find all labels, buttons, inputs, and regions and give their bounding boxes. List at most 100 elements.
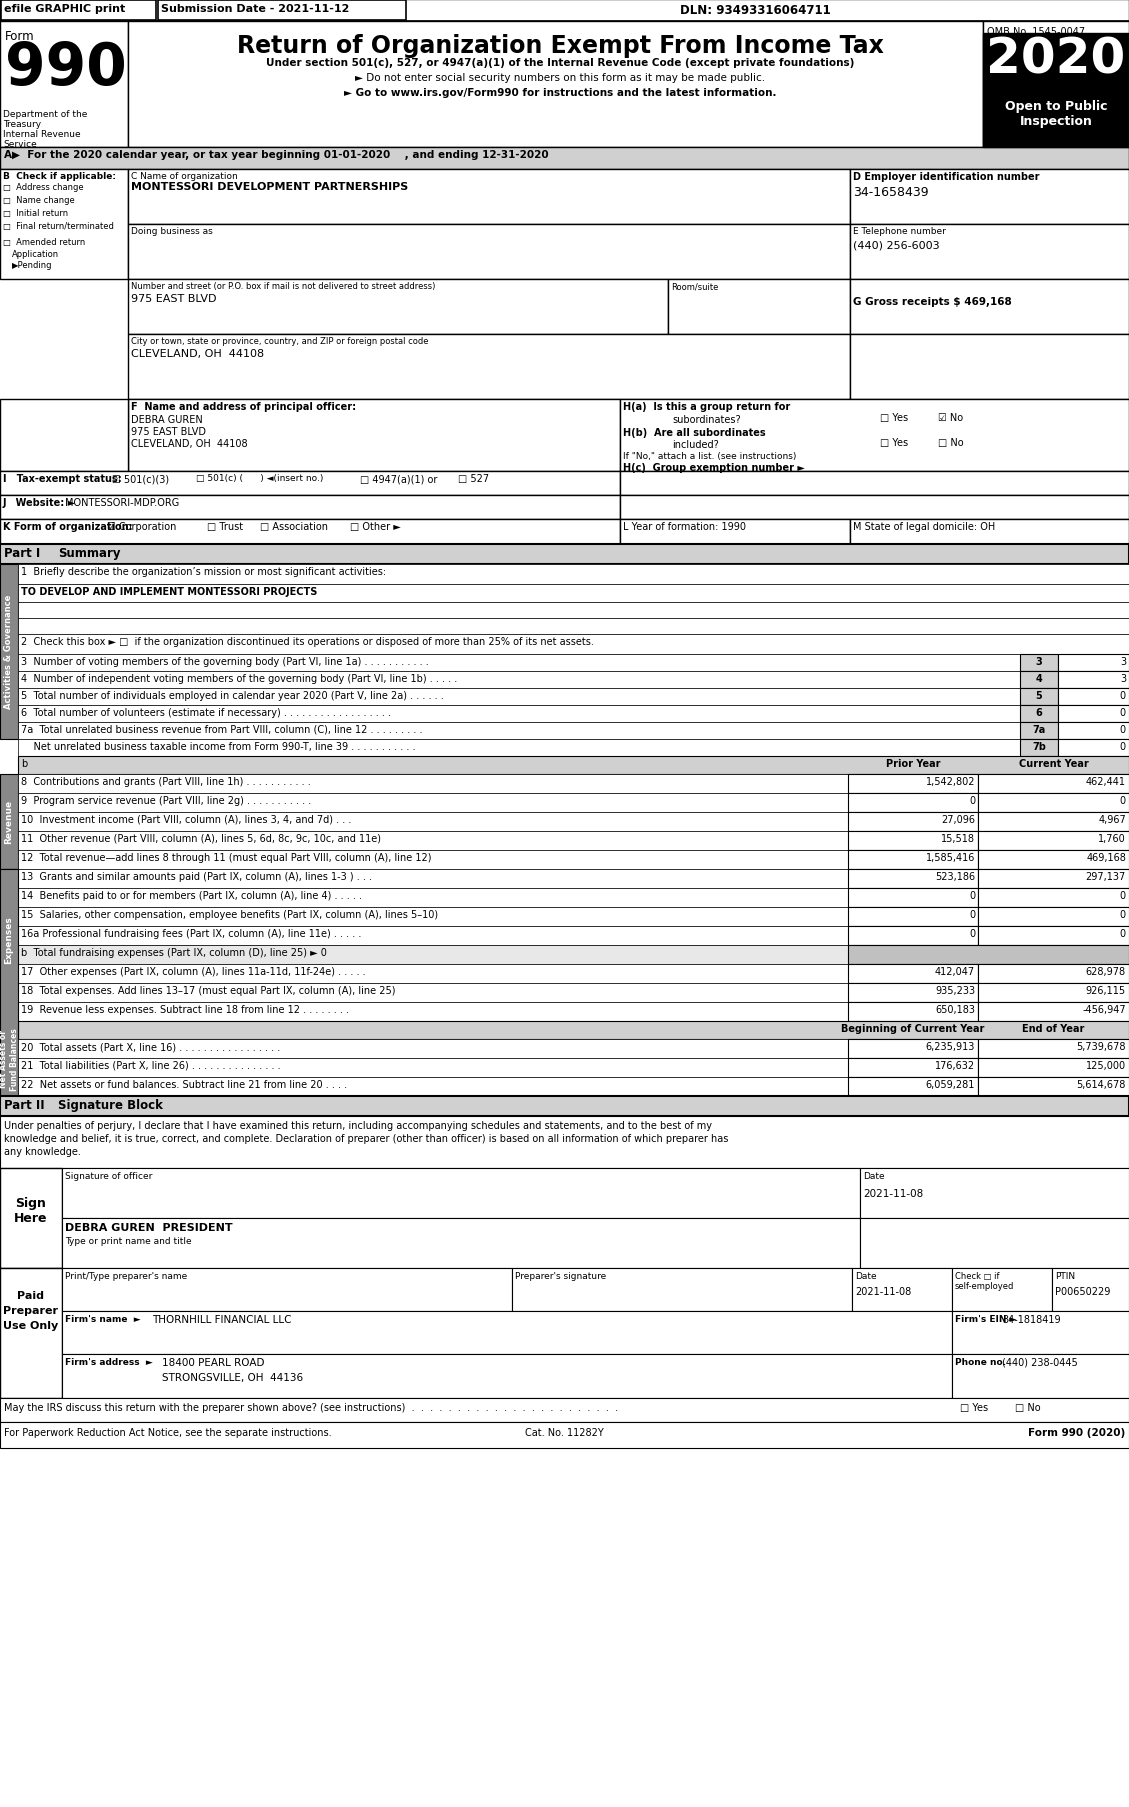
Bar [0, 399, 128, 472]
Text: 0: 0 [1120, 690, 1126, 701]
Text: If "No," attach a list. (see instructions): If "No," attach a list. (see instruction… [623, 452, 796, 461]
Text: Open to Public
Inspection: Open to Public Inspection [1005, 99, 1108, 128]
Text: H(b)  Are all subordinates: H(b) Are all subordinates [623, 428, 765, 437]
Text: 9  Program service revenue (Part VIII, line 2g) . . . . . . . . . . .: 9 Program service revenue (Part VIII, li… [21, 795, 312, 806]
Bar [620, 495, 1129, 520]
Text: Part II: Part II [5, 1099, 45, 1111]
Bar [0, 775, 18, 869]
Bar [0, 1269, 62, 1399]
Text: 5,614,678: 5,614,678 [1077, 1079, 1126, 1090]
Bar [978, 927, 1129, 945]
Text: ☑ No: ☑ No [938, 412, 963, 423]
Bar [978, 1059, 1129, 1077]
Text: 4  Number of independent voting members of the governing body (Part VI, line 1b): 4 Number of independent voting members o… [21, 674, 457, 683]
Text: 975 EAST BLVD: 975 EAST BLVD [131, 426, 205, 437]
Bar [850, 334, 1129, 399]
Bar [128, 399, 620, 472]
Text: 935,233: 935,233 [935, 985, 975, 996]
Bar [18, 927, 848, 945]
Text: 6  Total number of volunteers (estimate if necessary) . . . . . . . . . . . . . : 6 Total number of volunteers (estimate i… [21, 708, 391, 717]
Text: H(a)  Is this a group return for: H(a) Is this a group return for [623, 401, 790, 412]
Bar [18, 705, 1019, 723]
Bar [18, 1003, 848, 1021]
Bar [620, 472, 1129, 495]
Bar [668, 280, 850, 334]
Text: efile GRAPHIC print: efile GRAPHIC print [5, 4, 125, 14]
Text: 11  Other revenue (Part VIII, column (A), lines 5, 6d, 8c, 9c, 10c, and 11e): 11 Other revenue (Part VIII, column (A),… [21, 833, 380, 844]
Bar [848, 869, 978, 889]
Bar [62, 1169, 860, 1218]
Text: 22  Net assets or fund balances. Subtract line 21 from line 20 . . . .: 22 Net assets or fund balances. Subtract… [21, 1079, 347, 1090]
Text: 0: 0 [969, 891, 975, 900]
Bar [1019, 654, 1058, 672]
Text: □ No: □ No [938, 437, 964, 448]
Bar [848, 831, 978, 851]
Text: Phone no.: Phone no. [955, 1357, 1006, 1366]
Bar [18, 869, 848, 889]
Text: □  Final return/terminated: □ Final return/terminated [3, 222, 114, 231]
Text: Return of Organization Exempt From Income Tax: Return of Organization Exempt From Incom… [237, 34, 883, 58]
Bar [978, 851, 1129, 869]
Text: P00650229: P00650229 [1054, 1287, 1111, 1296]
Text: 0: 0 [969, 929, 975, 938]
Text: Part I: Part I [5, 548, 41, 560]
Text: 297,137: 297,137 [1086, 871, 1126, 882]
Text: 0: 0 [1120, 708, 1126, 717]
Text: Paid: Paid [18, 1290, 44, 1301]
Bar [18, 851, 848, 869]
Text: H(c)  Group exemption number ►: H(c) Group exemption number ► [623, 463, 805, 473]
Bar [18, 585, 1129, 604]
Text: Net Assets or
Fund Balances: Net Assets or Fund Balances [0, 1028, 19, 1090]
Text: 3: 3 [1120, 656, 1126, 667]
Bar [848, 983, 978, 1003]
Text: Firm's address  ►: Firm's address ► [65, 1357, 152, 1366]
Text: any knowledge.: any knowledge. [5, 1146, 81, 1156]
Text: Cat. No. 11282Y: Cat. No. 11282Y [525, 1428, 604, 1437]
Bar [850, 170, 1129, 224]
Text: Net unrelated business taxable income from Form 990-T, line 39 . . . . . . . . .: Net unrelated business taxable income fr… [21, 741, 415, 752]
Text: Internal Revenue: Internal Revenue [3, 130, 80, 139]
Text: Firm's name  ►: Firm's name ► [65, 1314, 141, 1323]
Text: 21  Total liabilities (Part X, line 26) . . . . . . . . . . . . . . .: 21 Total liabilities (Part X, line 26) .… [21, 1061, 281, 1070]
Bar [1019, 672, 1058, 688]
Text: 7a: 7a [1032, 725, 1045, 735]
Bar [62, 1353, 952, 1399]
Bar [848, 927, 978, 945]
Bar [1058, 739, 1129, 757]
Bar [1019, 688, 1058, 705]
Bar [0, 564, 18, 739]
Text: End of Year: End of Year [1023, 1023, 1085, 1034]
Bar [18, 831, 848, 851]
Text: PTIN: PTIN [1054, 1272, 1075, 1281]
Text: □ Trust: □ Trust [207, 522, 243, 531]
Bar [848, 907, 978, 927]
Bar [978, 889, 1129, 907]
Bar [1019, 705, 1058, 723]
Text: 975 EAST BLVD: 975 EAST BLVD [131, 295, 217, 304]
Bar [18, 983, 848, 1003]
Bar [620, 399, 1129, 472]
Bar [848, 1003, 978, 1021]
Text: 125,000: 125,000 [1086, 1061, 1126, 1070]
Bar [18, 757, 1129, 775]
Bar [848, 945, 1129, 965]
Text: Form: Form [5, 31, 35, 43]
Text: Prior Year: Prior Year [886, 759, 940, 768]
Text: Beginning of Current Year: Beginning of Current Year [841, 1023, 984, 1034]
Text: 2021-11-08: 2021-11-08 [863, 1189, 924, 1198]
Text: 15  Salaries, other compensation, employee benefits (Part IX, column (A), lines : 15 Salaries, other compensation, employe… [21, 909, 438, 920]
Text: subordinates?: subordinates? [672, 416, 741, 425]
Text: 4: 4 [1035, 674, 1042, 683]
Text: 628,978: 628,978 [1086, 967, 1126, 976]
Bar [983, 94, 1129, 148]
Text: For Paperwork Reduction Act Notice, see the separate instructions.: For Paperwork Reduction Act Notice, see … [5, 1428, 332, 1437]
Text: 1,760: 1,760 [1099, 833, 1126, 844]
Text: Application: Application [12, 249, 59, 258]
Bar [978, 965, 1129, 983]
Text: C Name of organization: C Name of organization [131, 172, 238, 181]
Text: 3: 3 [1035, 656, 1042, 667]
Text: 12  Total revenue—add lines 8 through 11 (must equal Part VIII, column (A), line: 12 Total revenue—add lines 8 through 11 … [21, 853, 431, 862]
Bar [18, 775, 848, 793]
Text: 18  Total expenses. Add lines 13–17 (must equal Part IX, column (A), line 25): 18 Total expenses. Add lines 13–17 (must… [21, 985, 395, 996]
Bar [62, 1312, 952, 1353]
